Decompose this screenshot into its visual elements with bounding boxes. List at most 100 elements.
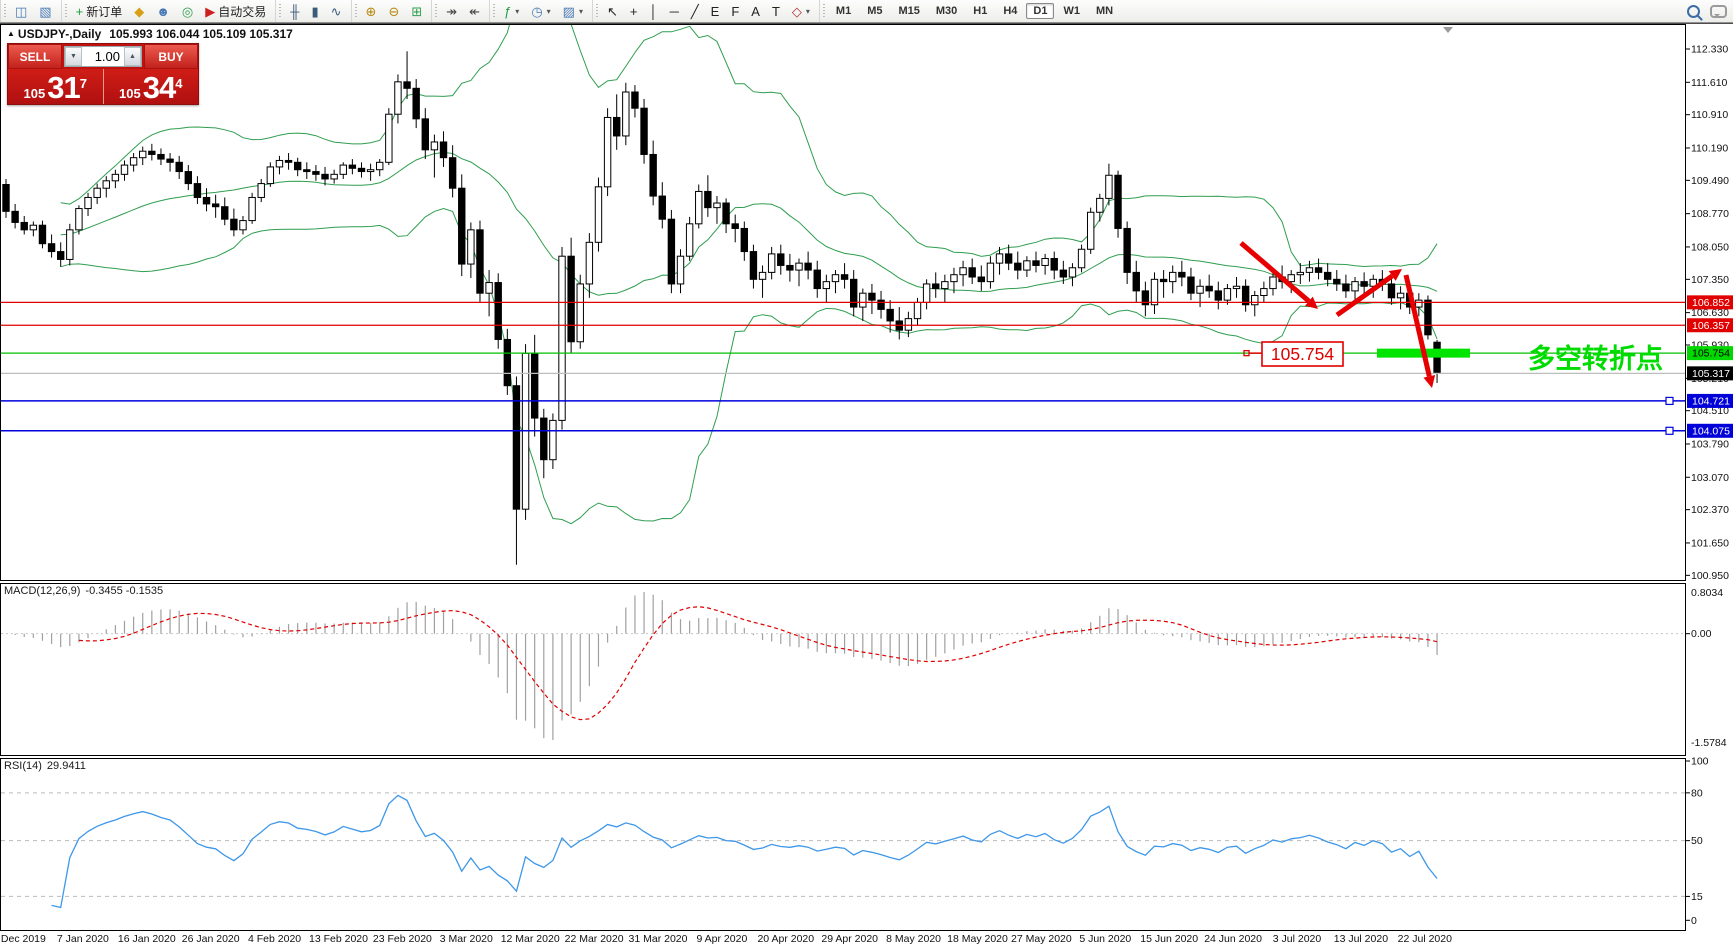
tile-windows-button[interactable]: ⊞ <box>406 3 427 20</box>
periods-button[interactable]: ◷ ▾ <box>526 3 555 20</box>
trend-arrow-1[interactable] <box>1239 241 1318 309</box>
candle-body <box>366 169 375 173</box>
trend-arrow-2[interactable] <box>1335 269 1402 318</box>
volume-decrease-button[interactable]: ▼ <box>65 47 82 66</box>
timeframe-w1-button[interactable]: W1 <box>1063 5 1080 17</box>
timeframe-m15-button[interactable]: M15 <box>898 5 920 17</box>
market-watch-button[interactable]: ◆ <box>129 3 149 20</box>
line-chart-button[interactable]: ∿ <box>326 3 347 20</box>
label-button[interactable]: T <box>767 3 785 20</box>
sell-price-big: 31 <box>47 70 80 105</box>
draw-group: ↖ + │ ─ ╱ E F A T ◇ ▾ <box>591 0 819 22</box>
profiles-button[interactable]: ▧ <box>34 3 56 20</box>
time-axis-label: 27 May 2020 <box>1011 933 1072 945</box>
hline-handle[interactable] <box>1665 426 1674 435</box>
candle-body <box>1269 276 1277 290</box>
arrow-head <box>1388 269 1402 281</box>
sell-price[interactable]: 105 31 7 <box>8 69 104 104</box>
fibonacci-button[interactable]: E <box>706 3 725 20</box>
crosshair-button[interactable]: + <box>625 3 643 20</box>
rsi-line <box>51 794 1438 909</box>
candle-body <box>1287 274 1295 283</box>
candle-body <box>704 190 712 209</box>
templates-button[interactable]: ▨ ▾ <box>558 3 588 20</box>
chart-shift-marker-icon[interactable] <box>1443 27 1453 33</box>
price-badge-label: 106.357 <box>1692 320 1730 332</box>
price-tick-label: 112.330 <box>1691 44 1728 56</box>
candle-body <box>1196 285 1204 294</box>
candle-body <box>1396 292 1405 299</box>
hline-handle[interactable] <box>1665 396 1674 406</box>
candle-body <box>1114 174 1122 229</box>
autotrading-button[interactable]: ▶ 自动交易 <box>200 1 271 22</box>
arrow-shaft <box>1403 274 1432 377</box>
chart-shift-icon: ↞ <box>469 3 481 19</box>
pane-splitter-rsi[interactable] <box>0 756 1686 758</box>
new-chart-button[interactable]: ◫ <box>10 3 32 20</box>
macd-axis-min: -1.5784 <box>1691 737 1727 749</box>
candle-body <box>1424 299 1432 336</box>
timeframe-m1-button[interactable]: M1 <box>835 5 852 17</box>
price-tick-label: 107.350 <box>1691 274 1729 286</box>
cursor-icon: ↖ <box>606 3 618 19</box>
candle-body <box>1387 283 1396 299</box>
candle-body <box>1132 271 1140 292</box>
volume-value[interactable]: 1.00 <box>94 49 120 64</box>
auto-scroll-button[interactable]: ↠ <box>441 3 462 20</box>
timeframe-m30-button[interactable]: M30 <box>935 5 958 17</box>
sell-button[interactable]: SELL <box>8 44 62 69</box>
zoom-out-button[interactable]: ⊖ <box>383 3 404 20</box>
price-axis[interactable]: 112.330 111.610 110.910 110.190 109.490 108.7… <box>1686 44 1733 582</box>
candle-body <box>1086 211 1095 250</box>
chart-shift-button[interactable]: ↞ <box>464 3 485 20</box>
hline-button[interactable]: ─ <box>665 3 684 20</box>
candle-body <box>1433 341 1441 374</box>
candle-body <box>148 150 156 155</box>
timeframe-h1-button[interactable]: H1 <box>973 5 988 17</box>
trendline-button[interactable]: ╱ <box>686 3 704 20</box>
time-axis-label: 3 Mar 2020 <box>440 933 493 945</box>
candle-body <box>540 417 548 461</box>
accounts-button[interactable]: ☻ <box>151 3 175 20</box>
candle-body <box>257 183 265 198</box>
time-axis-label: 5 Jun 2020 <box>1079 933 1131 945</box>
timeframe-mn-button[interactable]: MN <box>1095 5 1114 17</box>
shapes-icon: ◇ <box>791 3 802 19</box>
cursor-button[interactable]: ↖ <box>602 3 623 20</box>
timeframe-d1-button[interactable]: D1 <box>1026 3 1055 19</box>
text-button[interactable]: A <box>746 3 765 20</box>
candle-body <box>494 282 502 340</box>
buy-button[interactable]: BUY <box>144 44 198 69</box>
timeframe-m5-button[interactable]: M5 <box>867 5 883 17</box>
buy-price[interactable]: 105 34 4 <box>103 69 198 104</box>
shapes-button[interactable]: ◇ ▾ <box>787 3 815 20</box>
trade-group: + 新订单 ◆ ☻ ◎ ▶ 自动交易 <box>60 0 276 22</box>
chart-canvas[interactable]: 105.754 多空转折点 112.330 111.610 110.910 110.190… <box>0 24 1733 947</box>
cycle-lines-button[interactable]: F <box>726 3 744 20</box>
price-tick-label: 110.190 <box>1691 142 1728 154</box>
price-label-box[interactable] <box>1261 341 1344 367</box>
chat-button[interactable] <box>1710 4 1727 18</box>
search-button[interactable] <box>1687 4 1700 18</box>
candle-body <box>622 91 630 137</box>
candle-body <box>385 113 393 163</box>
rsi-pane[interactable] <box>0 758 1686 931</box>
vline-icon: │ <box>649 3 658 19</box>
vline-button[interactable]: │ <box>644 3 662 20</box>
macd-indicator-label: MACD(12,26,9) -0.3455 -0.1535 <box>4 585 163 597</box>
trend-arrow-3[interactable] <box>1403 274 1436 388</box>
bar-chart-button[interactable]: ╫ <box>285 3 304 20</box>
new-order-button[interactable]: + 新订单 <box>71 1 128 22</box>
indicators-button[interactable]: ƒ ▾ <box>499 3 524 20</box>
zoom-in-button[interactable]: ⊕ <box>361 3 382 20</box>
candle-body <box>412 87 420 120</box>
macd-pane[interactable] <box>0 583 1686 756</box>
line-chart-icon: ∿ <box>330 3 342 19</box>
volume-increase-button[interactable]: ▲ <box>124 47 141 66</box>
candlestick-button[interactable]: ▮ <box>306 3 323 20</box>
signals-button[interactable]: ◎ <box>177 3 198 20</box>
pane-splitter-macd[interactable] <box>0 581 1686 583</box>
timeframe-h4-button[interactable]: H4 <box>1003 5 1018 17</box>
candle-body <box>175 161 183 173</box>
time-axis[interactable]: 9 Dec 2019 7 Jan 2020 16 Jan 2020 26 Jan 20… <box>0 933 1452 945</box>
